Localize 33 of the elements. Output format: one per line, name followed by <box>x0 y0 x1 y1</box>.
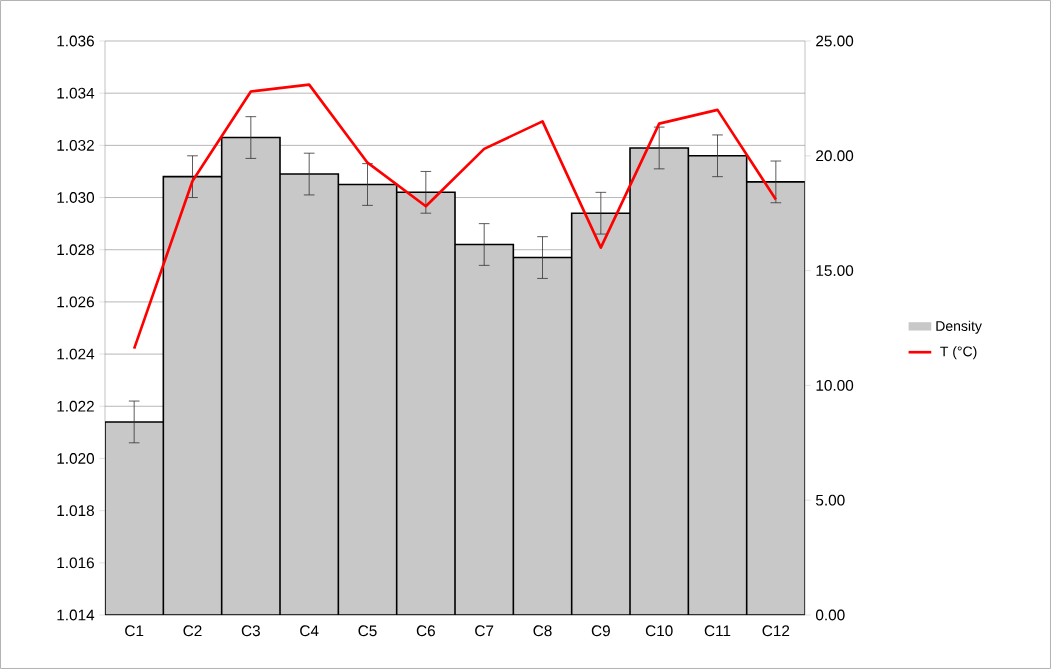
x-tick-label: C8 <box>533 625 552 637</box>
y-tick-label: 1.030 <box>57 192 95 203</box>
y-tick-label: 1.016 <box>57 557 94 569</box>
y-tick-label: 1.018 <box>57 505 94 517</box>
x-tick-label: C1 <box>125 625 144 637</box>
y2-tick-label: 10.00 <box>816 379 854 391</box>
legend-label: Density <box>936 320 982 334</box>
x-tick-label: C6 <box>416 625 435 637</box>
y-tick-label: 1.036 <box>57 35 94 47</box>
x-tick-label: C10 <box>645 625 673 637</box>
x-tick-label: C11 <box>704 625 731 637</box>
line-series <box>132 83 778 350</box>
legend-label: T (°C) <box>940 346 977 360</box>
y-tick-label: 1.014 <box>57 609 95 621</box>
y-tick-label: 1.032 <box>57 139 94 151</box>
x-tick-label: C2 <box>183 625 202 637</box>
x-tick-label: C9 <box>591 625 610 637</box>
y2-tick-label: 15.00 <box>816 265 854 277</box>
y-tick-label: 1.022 <box>57 400 94 412</box>
x-tick-label: C3 <box>241 625 260 637</box>
x-tick-label: C5 <box>358 625 377 637</box>
x-tick-label: C7 <box>475 625 494 637</box>
y-tick-label: 1.034 <box>57 87 95 99</box>
y2-tick-label: 5.00 <box>815 494 845 506</box>
y-tick-label: 1.028 <box>57 244 94 256</box>
y-tick-label: 1.024 <box>57 348 95 360</box>
x-tick-label: C4 <box>300 625 319 637</box>
y2-tick-label: 25.00 <box>816 35 854 47</box>
y2-tick-label: 0.00 <box>815 609 845 621</box>
y-tick-label: 1.026 <box>57 296 94 308</box>
y-tick-label: 1.020 <box>57 453 95 464</box>
y2-tick-label: 20.00 <box>816 150 854 162</box>
x-tick-label: C12 <box>762 625 790 637</box>
